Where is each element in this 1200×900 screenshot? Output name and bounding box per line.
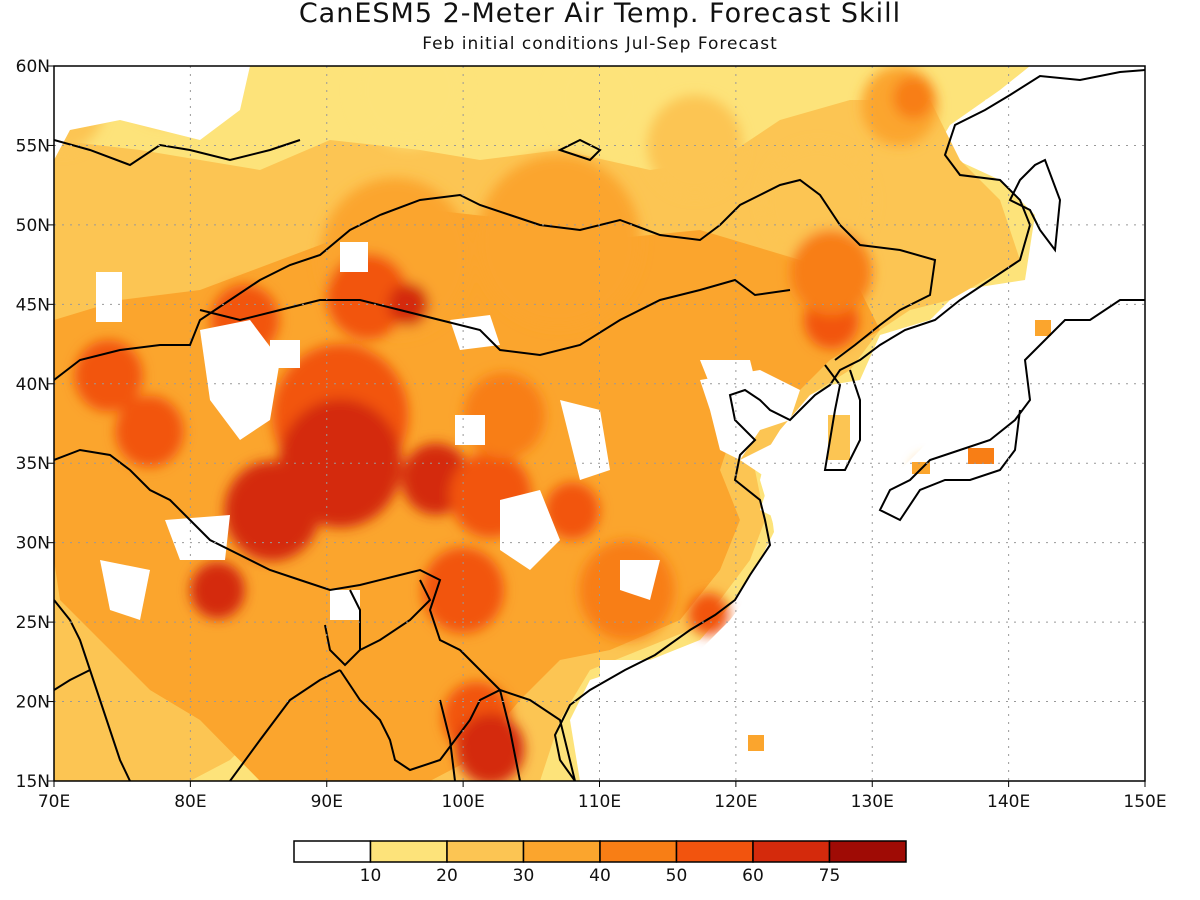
lat-tick-label: 30N <box>16 534 50 554</box>
skill-region-29 <box>790 229 873 316</box>
skill-box-honshu <box>968 448 994 464</box>
colorbar-label: 40 <box>589 866 611 886</box>
colorbar-swatch <box>599 840 678 863</box>
lat-ticks: 15N 20N 25N 30N 35N 40N 45N 50N 55N 60N <box>16 57 54 792</box>
skill-region-3 <box>551 66 648 148</box>
colorbar-label: 30 <box>513 866 535 886</box>
colorbar-swatch <box>828 840 907 863</box>
colorbar-label: 75 <box>819 866 841 886</box>
lat-tick-label: 50N <box>16 216 50 236</box>
colorbar-swatch <box>293 840 372 863</box>
colorbar-swatch <box>752 840 831 863</box>
colorbar-swatch <box>675 840 754 863</box>
lat-tick-label: 55N <box>16 136 50 156</box>
chart-title: CanESM5 2-Meter Air Temp. Forecast Skill <box>298 0 902 29</box>
lon-ticks: 70E 80E 90E 100E 110E 120E 130E 140E 150E <box>38 781 1167 812</box>
colorbar-label: 10 <box>360 866 382 886</box>
skill-region-6 <box>892 76 934 120</box>
lat-tick-label: 45N <box>16 295 50 315</box>
skill-region-22 <box>422 547 505 634</box>
skill-region-25 <box>190 561 245 619</box>
lon-tick-label: 130E <box>851 792 894 812</box>
lat-tick-label: 40N <box>16 375 50 395</box>
bohai-sea <box>700 370 800 460</box>
colorbar-label: 50 <box>666 866 688 886</box>
colorbar-swatch <box>522 840 601 863</box>
lon-tick-label: 100E <box>442 792 485 812</box>
lat-tick-label: 60N <box>16 57 50 77</box>
skill-region-14 <box>115 395 184 468</box>
skill-region-24 <box>456 713 525 781</box>
lat-tick-label: 35N <box>16 454 50 474</box>
skill-box-hokkaido <box>1035 320 1051 336</box>
skill-box-korea <box>828 415 850 460</box>
lon-tick-label: 120E <box>714 792 757 812</box>
colorbar-label: 20 <box>436 866 458 886</box>
skill-box-luzon <box>748 735 764 751</box>
lon-tick-label: 90E <box>311 792 343 812</box>
lat-tick-label: 15N <box>16 772 50 792</box>
yellow-sea <box>740 430 830 520</box>
skill-region-10 <box>326 253 409 340</box>
skill-region-20 <box>544 482 600 540</box>
sea-mask <box>580 66 1145 781</box>
colorbar-swatch <box>369 840 448 863</box>
lat-tick-label: 20N <box>16 693 50 713</box>
lon-tick-label: 140E <box>987 792 1030 812</box>
skill-region-8 <box>476 154 641 327</box>
chart-subtitle: Feb initial conditions Jul-Sep Forecast <box>422 34 778 54</box>
colorbar: 10 20 30 40 50 60 75 <box>293 840 907 886</box>
skill-region-17 <box>224 460 320 561</box>
lon-tick-label: 80E <box>174 792 206 812</box>
lon-tick-label: 110E <box>578 792 621 812</box>
lon-tick-label: 70E <box>38 792 70 812</box>
lon-tick-label: 150E <box>1123 792 1166 812</box>
skill-region-2 <box>354 66 464 148</box>
colorbar-swatch <box>446 840 525 863</box>
lat-tick-label: 25N <box>16 613 50 633</box>
gridlines <box>54 66 1145 781</box>
colorbar-label: 60 <box>742 866 764 886</box>
